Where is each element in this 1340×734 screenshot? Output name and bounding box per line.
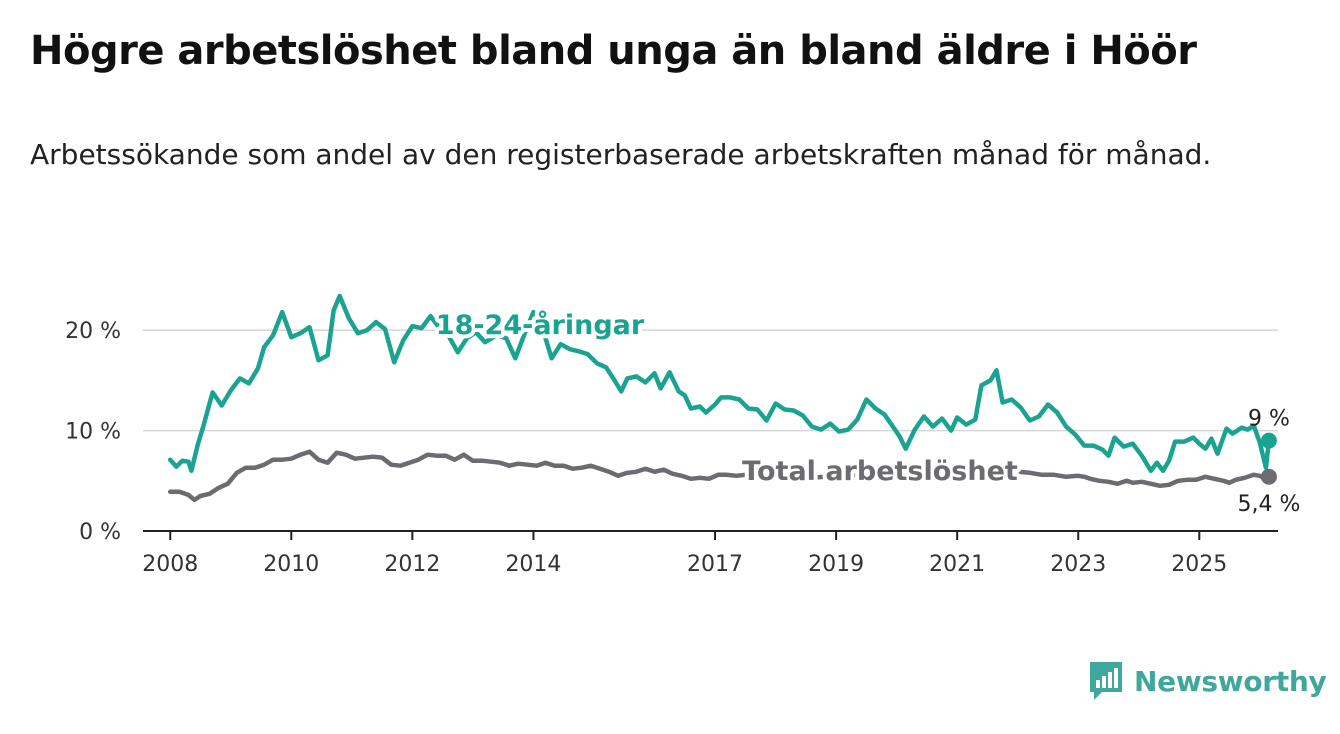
y-tick-label: 20 % [65, 319, 121, 344]
axes: 0 % 10 % 20 % 2008 2010 2012 2014 2017 2019 2021 2… [65, 319, 1278, 577]
end-point-marker [1260, 468, 1277, 485]
y-tick-label: 10 % [65, 420, 121, 445]
x-tick-label: 2019 [808, 552, 864, 577]
newsworthy-logo: Newsworthy [1088, 660, 1327, 702]
x-tick-label: 2010 [263, 552, 319, 577]
x-tick-label: 2017 [687, 552, 743, 577]
series-labels: 18-24-åringar 9 % Total arbetslöshet 5,4 % [432, 305, 1301, 517]
y-tick-label: 0 % [79, 520, 121, 545]
series-name-label: 18-24-åringar [436, 309, 645, 341]
series-line-0 [167, 293, 1272, 474]
x-tick-label: 2025 [1171, 552, 1227, 577]
chart-subtitle: Arbetssökande som andel av den registerb… [30, 138, 1212, 171]
series-name-label: Total arbetslöshet [742, 456, 1018, 487]
x-tick-label: 2021 [929, 552, 985, 577]
series-line-1 [167, 449, 1272, 503]
end-point-marker [1260, 432, 1277, 449]
x-tick-label: 2023 [1050, 552, 1106, 577]
series-lines [167, 293, 1272, 503]
end-value-label: 5,4 % [1237, 492, 1300, 517]
chart-title: Högre arbetslöshet bland unga än bland ä… [30, 28, 1197, 74]
newsworthy-logo-icon [1090, 662, 1122, 700]
end-value-label: 9 % [1248, 407, 1290, 432]
brand-name: Newsworthy [1134, 664, 1327, 698]
x-tick-label: 2008 [142, 552, 198, 577]
x-tick-label: 2012 [384, 552, 440, 577]
x-tick-label: 2014 [505, 552, 561, 577]
